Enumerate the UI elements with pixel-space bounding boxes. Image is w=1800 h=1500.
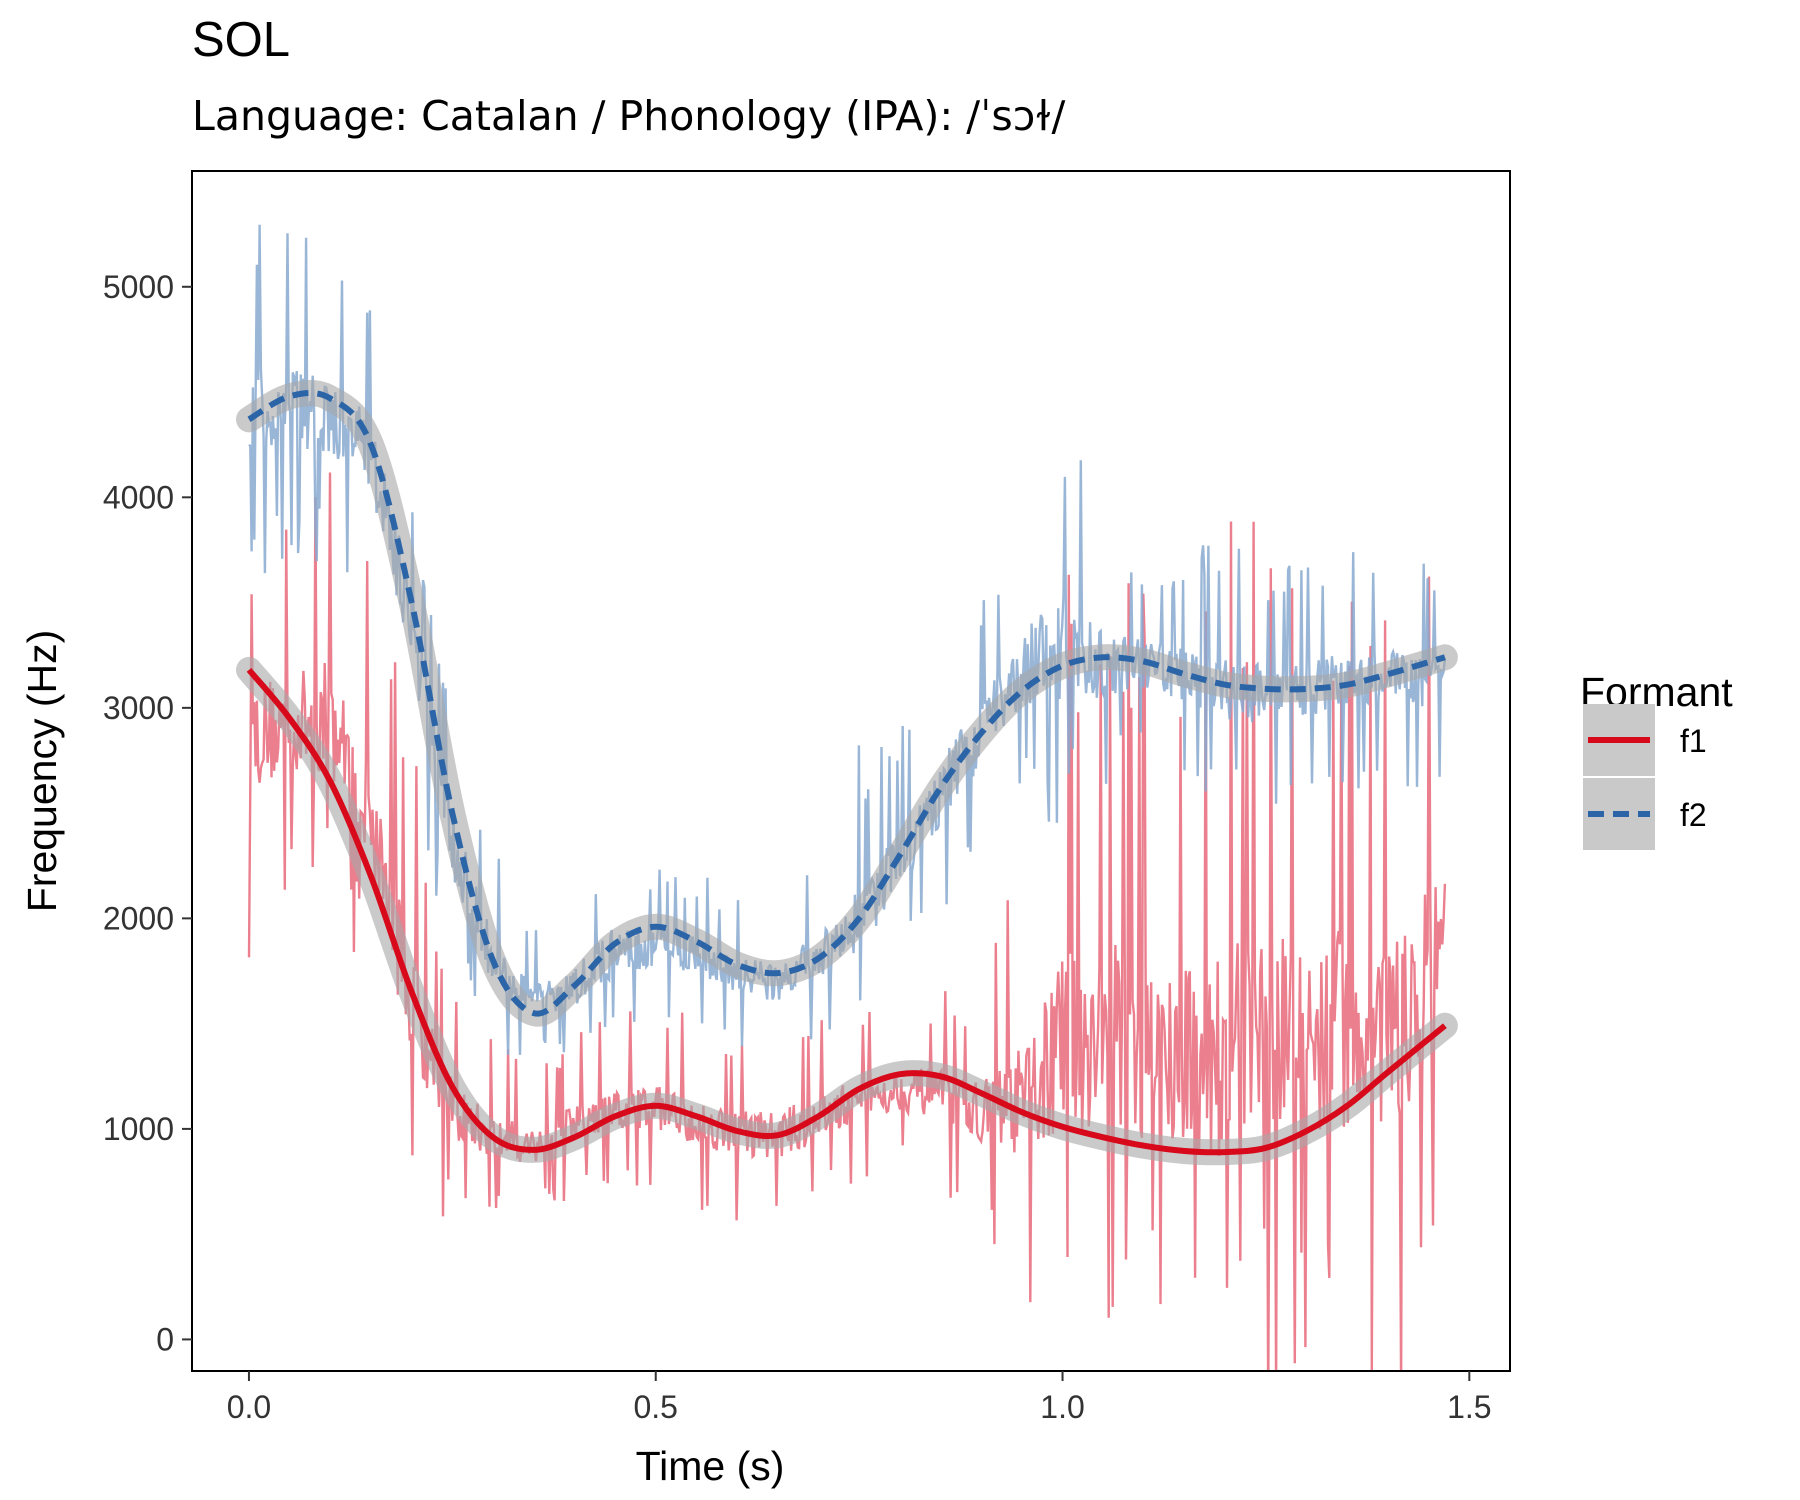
smoothed-lines <box>246 390 1447 1156</box>
smooth-line-f1 <box>246 667 1447 1156</box>
panel-border <box>191 170 1511 1372</box>
x-tick-label: 0.0 <box>227 1389 271 1425</box>
x-axis-label: Time (s) <box>636 1443 785 1489</box>
y-tick-label: 4000 <box>103 479 174 515</box>
y-tick-label: 1000 <box>103 1111 174 1147</box>
smooth-line-f2 <box>247 390 1446 1017</box>
y-tick-label: 2000 <box>103 900 174 936</box>
chart-subtitle: Language: Catalan / Phonology (IPA): /ˈs… <box>192 92 1066 140</box>
raw-measurements <box>247 224 1447 1371</box>
legend-label-f2: f2 <box>1680 797 1707 833</box>
chart-title: SOL <box>192 13 291 67</box>
x-tick-label: 1.0 <box>1040 1389 1084 1425</box>
y-tick-label: 5000 <box>103 269 174 305</box>
y-tick-label: 0 <box>156 1321 174 1357</box>
legend-label-f1: f1 <box>1680 723 1707 759</box>
raw-track-f1 <box>247 472 1447 1371</box>
x-tick-label: 1.5 <box>1447 1389 1491 1425</box>
x-tick-label: 0.5 <box>633 1389 677 1425</box>
axes: 0.0 0.5 1.0 1.5 0 1000 2000 3000 4000 5000 <box>103 269 1492 1425</box>
y-axis-label: Frequency (Hz) <box>19 630 65 913</box>
y-tick-label: 3000 <box>103 690 174 726</box>
